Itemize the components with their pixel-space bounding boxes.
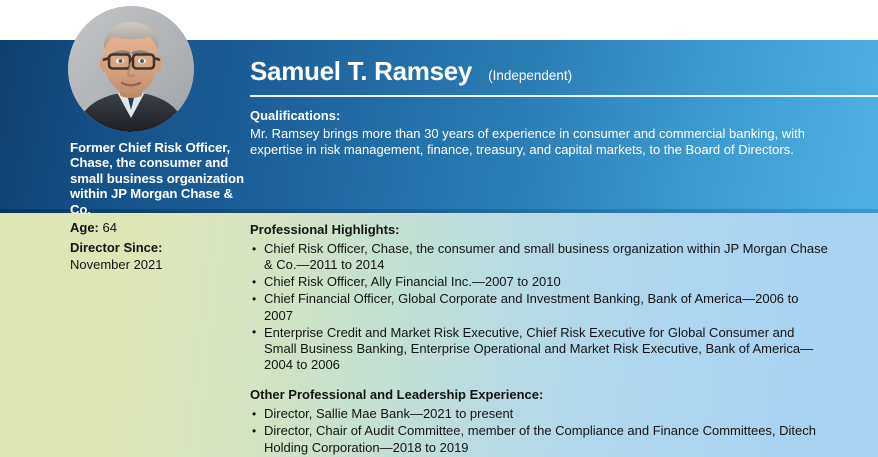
- director-since-value: November 2021: [70, 256, 163, 272]
- independence-status: (Independent): [488, 68, 573, 83]
- age-value: 64: [102, 220, 117, 235]
- director-since-label: Director Since:: [70, 240, 163, 256]
- list-item: Chief Risk Officer, Chase, the consumer …: [250, 241, 830, 274]
- age-label: Age:: [70, 220, 99, 235]
- age-line: Age: 64: [70, 220, 245, 236]
- list-item: Enterprise Credit and Market Risk Execut…: [250, 324, 830, 374]
- experience-content: Professional Highlights: Chief Risk Offi…: [250, 221, 830, 456]
- page-title: Samuel T. Ramsey: [250, 56, 473, 86]
- name-row: Samuel T. Ramsey (Independent): [250, 57, 572, 85]
- list-item: Director, Chair of Audit Committee, memb…: [250, 423, 830, 456]
- professional-highlights-heading: Professional Highlights:: [250, 222, 400, 237]
- director-meta: Age: 64 Director Since: November 2021: [70, 220, 245, 273]
- qualifications-text: Mr. Ramsey brings more than 30 years of …: [250, 126, 805, 158]
- other-experience-list: Director, Sallie Mae Bank—2021 to presen…: [250, 406, 830, 456]
- current-role-text: Former Chief Risk Officer, Chase, the co…: [70, 140, 244, 217]
- banner-bottom-edge: [0, 209, 878, 213]
- list-item: Chief Financial Officer, Global Corporat…: [250, 291, 830, 324]
- section-spacer: [250, 374, 830, 386]
- list-item: Director, Sallie Mae Bank—2021 to presen…: [250, 406, 830, 423]
- avatar: [68, 6, 194, 132]
- list-item: Chief Risk Officer, Ally Financial Inc.—…: [250, 274, 830, 291]
- professional-highlights-list: Chief Risk Officer, Chase, the consumer …: [250, 241, 830, 374]
- director-since-block: Director Since: November 2021: [70, 240, 245, 273]
- portrait-photo: [68, 6, 194, 132]
- other-experience-heading: Other Professional and Leadership Experi…: [250, 387, 544, 403]
- qualifications-label: Qualifications:: [250, 108, 341, 123]
- header-divider: [250, 95, 878, 97]
